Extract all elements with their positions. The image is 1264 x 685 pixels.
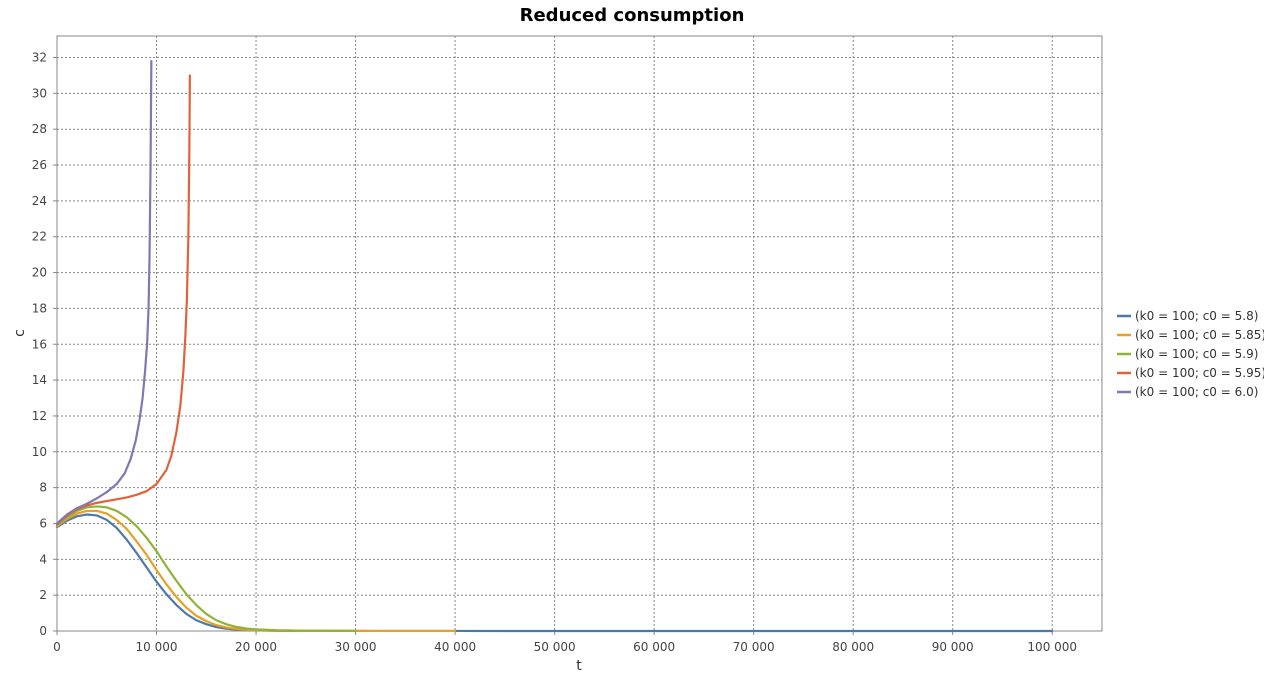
axis-layer: 0 10 000 20 000 30 000 40 000 50 000 60 000 70 …	[32, 51, 1077, 654]
series-line-4	[55, 74, 191, 526]
y-tick-label: 4	[39, 552, 47, 566]
x-tick-label: 0	[53, 640, 61, 654]
y-tick-label: 6	[39, 516, 47, 530]
legend-label: (k0 = 100; c0 = 5.8)	[1135, 309, 1258, 323]
y-tick-label: 8	[39, 481, 47, 495]
x-tick-label: 60 000	[633, 640, 675, 654]
grid-layer	[56, 36, 1102, 631]
y-tick-label: 28	[32, 122, 47, 136]
x-tick-label: 90 000	[932, 640, 974, 654]
plot-area	[56, 35, 1103, 632]
legend-label: (k0 = 100; c0 = 6.0)	[1135, 385, 1258, 399]
legend-label: (k0 = 100; c0 = 5.85)	[1135, 328, 1264, 342]
chart-title: Reduced consumption	[520, 5, 745, 26]
x-tick-label: 40 000	[434, 640, 476, 654]
y-tick-label: 32	[32, 51, 47, 65]
y-tick-label: 0	[39, 624, 47, 638]
y-tick-label: 24	[32, 194, 47, 208]
legend: (k0 = 100; c0 = 5.8) (k0 = 100; c0 = 5.85…	[1117, 309, 1264, 399]
series-line-5	[55, 59, 153, 525]
x-tick-label: 100 000	[1027, 640, 1077, 654]
y-tick-label: 22	[32, 230, 47, 244]
x-tick-label: 30 000	[335, 640, 377, 654]
legend-label: (k0 = 100; c0 = 5.9)	[1135, 347, 1258, 361]
x-axis-title: t	[576, 658, 582, 674]
y-tick-label: 10	[32, 445, 47, 459]
y-tick-label: 14	[32, 373, 47, 387]
y-tick-label: 26	[32, 158, 47, 172]
x-tick-label: 10 000	[136, 640, 178, 654]
x-tick-label: 80 000	[832, 640, 874, 654]
y-tick-label: 2	[39, 588, 47, 602]
y-tick-label: 30	[32, 86, 47, 100]
y-tick-label: 16	[32, 337, 47, 351]
y-tick-label: 20	[32, 266, 47, 280]
x-tick-label: 50 000	[534, 640, 576, 654]
x-tick-label: 20 000	[235, 640, 277, 654]
y-tick-label: 18	[32, 301, 47, 315]
y-tick-label: 12	[32, 409, 47, 423]
series-layer	[55, 59, 1054, 633]
x-tick-label: 70 000	[733, 640, 775, 654]
legend-label: (k0 = 100; c0 = 5.95)	[1135, 366, 1264, 380]
y-axis-title: c	[12, 329, 28, 337]
series-line-3	[55, 505, 357, 633]
